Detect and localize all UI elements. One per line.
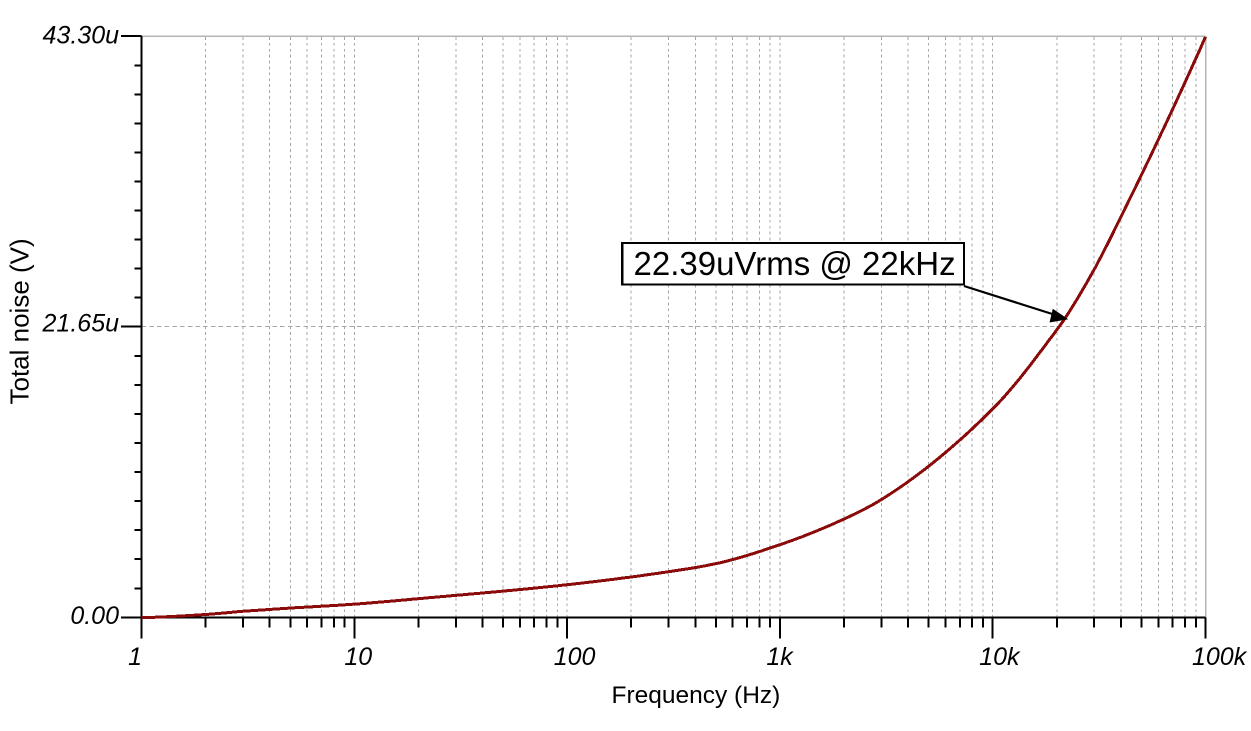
svg-text:1: 1 [128,643,142,671]
svg-text:10k: 10k [979,643,1021,671]
svg-text:10: 10 [344,643,372,671]
svg-text:Total noise (V): Total noise (V) [5,238,35,404]
svg-text:Frequency (Hz): Frequency (Hz) [612,682,781,709]
svg-text:100: 100 [554,643,596,671]
svg-text:0.00: 0.00 [70,602,119,630]
svg-text:21.65u: 21.65u [42,310,120,338]
svg-text:43.30u: 43.30u [43,22,120,50]
svg-text:22.39uVrms @ 22kHz: 22.39uVrms @ 22kHz [634,245,956,282]
svg-text:1k: 1k [766,643,794,671]
svg-text:100k: 100k [1192,643,1248,671]
